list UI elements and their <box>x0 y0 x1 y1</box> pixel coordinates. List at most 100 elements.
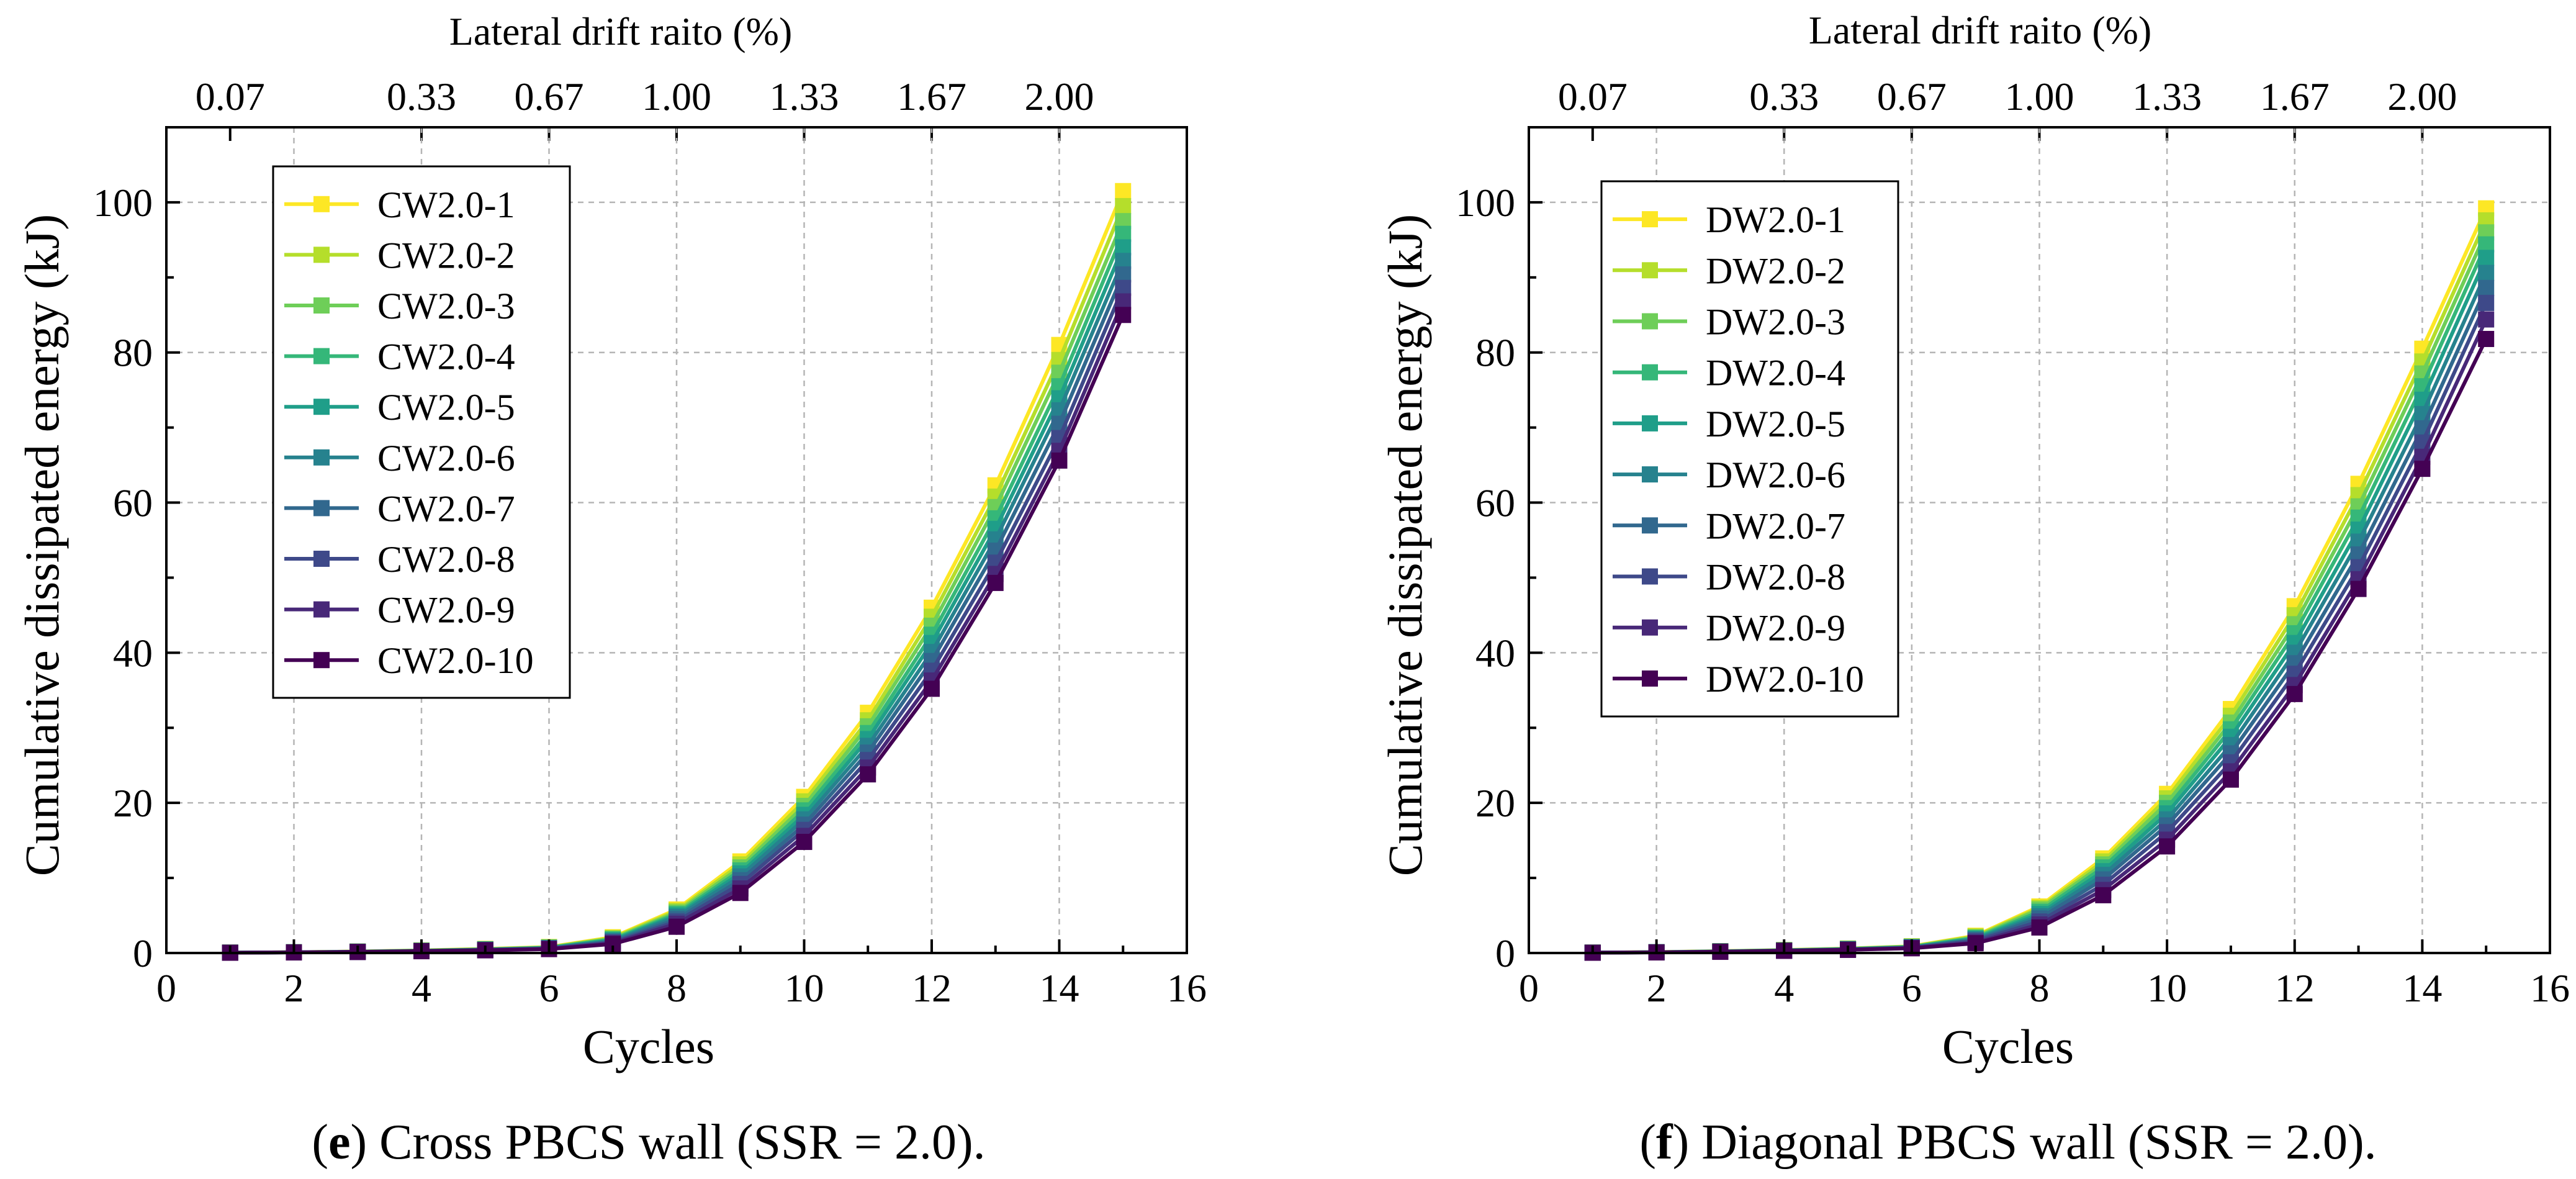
legend-label: CW2.0-3 <box>377 286 515 327</box>
legend-swatch-marker <box>1642 313 1658 330</box>
y-tick-label: 0 <box>133 931 153 975</box>
y-tick-label: 40 <box>113 631 153 675</box>
data-point <box>2478 236 2495 253</box>
legend-label: DW2.0-2 <box>1706 250 1845 291</box>
legend-item: DW2.0-8 <box>1613 557 1845 598</box>
legend-item: CW2.0-8 <box>284 539 515 580</box>
y-tick-label: 60 <box>113 481 153 525</box>
x-tick-label: 4 <box>1774 966 1794 1010</box>
top-tick-label: 1.67 <box>2260 75 2330 119</box>
legend-label: CW2.0-6 <box>377 438 515 479</box>
panel-caption: (f) Diagonal PBCS wall (SSR = 2.0). <box>1639 1115 2376 1170</box>
data-point <box>2478 279 2495 296</box>
legend-item: DW2.0-6 <box>1613 454 1845 495</box>
data-point <box>924 680 940 697</box>
x-tick-label: 0 <box>1519 966 1539 1010</box>
data-point <box>2159 838 2176 855</box>
x-axis-ticks: 0 2 4 6 8 10 12 14 16 <box>156 939 1207 1010</box>
data-point <box>1115 225 1132 242</box>
caption-close-paren: ) <box>351 1115 380 1170</box>
top-tick-label: 1.00 <box>642 75 711 119</box>
caption-open-paren: ( <box>312 1115 328 1170</box>
legend-item: CW2.0-6 <box>284 438 515 479</box>
y-tick-label: 0 <box>1495 931 1515 975</box>
legend-swatch-marker <box>1642 568 1658 585</box>
legend-swatch-marker <box>1642 517 1658 534</box>
data-point <box>860 766 876 783</box>
legend-label: CW2.0-5 <box>377 387 515 428</box>
top-axis-title: Lateral drift raito (%) <box>1809 8 2152 52</box>
x-tick-label: 0 <box>156 966 176 1010</box>
legend-swatch-marker <box>1642 211 1658 228</box>
data-point <box>2478 330 2495 347</box>
x-tick-label: 12 <box>912 966 952 1010</box>
legend-item: CW2.0-2 <box>284 235 515 276</box>
legend-swatch-marker <box>313 297 330 314</box>
data-point <box>1051 452 1068 469</box>
x-tick-label: 12 <box>2275 966 2315 1010</box>
x-axis-title: Cycles <box>583 1019 714 1073</box>
legend-label: DW2.0-5 <box>1706 404 1845 445</box>
caption-text: Diagonal PBCS wall (SSR = 2.0). <box>1701 1115 2376 1170</box>
legend-item: DW2.0-2 <box>1613 250 1845 291</box>
caption-open-paren: ( <box>1639 1115 1656 1170</box>
x-tick-label: 16 <box>1167 966 1207 1010</box>
data-point <box>2222 771 2239 788</box>
top-tick-label: 0.07 <box>1558 75 1628 119</box>
legend-item: CW2.0-7 <box>284 488 515 529</box>
top-tick-label: 2.00 <box>1025 75 1094 119</box>
data-point <box>1115 183 1132 199</box>
data-point <box>1115 293 1132 310</box>
legend-item: DW2.0-9 <box>1613 608 1845 649</box>
data-point <box>2478 311 2495 328</box>
top-tick-label: 0.67 <box>515 75 584 119</box>
panel-diagonal-pbcs-wall: Lateral drift raito (%) 0.07 0.33 0.67 1.00… <box>1378 8 2570 1170</box>
caption-close-paren: ) <box>1673 1115 1702 1170</box>
data-point <box>1115 253 1132 269</box>
legend-item: DW2.0-5 <box>1613 404 1845 445</box>
y-tick-label: 100 <box>1456 181 1515 225</box>
data-point <box>732 885 749 901</box>
caption-text: Cross PBCS wall (SSR = 2.0). <box>379 1115 985 1170</box>
legend-swatch-marker <box>1642 262 1658 279</box>
x-tick-label: 10 <box>785 966 824 1010</box>
legend-item: CW2.0-3 <box>284 286 515 327</box>
legend-swatch-marker <box>313 601 330 618</box>
legend-swatch-marker <box>1642 415 1658 431</box>
legend-label: DW2.0-1 <box>1706 199 1845 240</box>
legend-label: DW2.0-8 <box>1706 557 1845 598</box>
data-point <box>2478 264 2495 281</box>
legend-swatch-marker <box>313 348 330 364</box>
legend-label: DW2.0-6 <box>1706 454 1845 495</box>
y-tick-label: 60 <box>1475 481 1515 525</box>
y-tick-label: 80 <box>113 331 153 375</box>
y-axis-ticks: 0 20 40 60 80 100 <box>1456 181 1542 975</box>
legend: DW2.0-1 DW2.0-2 DW2.0-3 DW2.0-4 DW2.0-5 DW2.0… <box>1600 180 1899 718</box>
legend-item: CW2.0-10 <box>284 640 534 681</box>
top-axis-ticks: 0.07 0.33 0.67 1.00 1.33 1.67 2.00 <box>1558 75 2457 141</box>
x-tick-label: 16 <box>2530 966 2570 1010</box>
legend-item: CW2.0-1 <box>284 184 515 225</box>
top-tick-label: 1.67 <box>897 75 966 119</box>
legend-item: DW2.0-10 <box>1613 659 1864 700</box>
legend-swatch-marker <box>313 399 330 415</box>
legend-item: DW2.0-3 <box>1613 302 1845 343</box>
series-lines <box>222 183 1132 961</box>
panel-caption: (e) Cross PBCS wall (SSR = 2.0). <box>312 1115 985 1170</box>
data-point <box>1115 279 1132 296</box>
top-tick-label: 1.33 <box>770 75 839 119</box>
legend-swatch-marker <box>1642 670 1658 687</box>
legend-label: CW2.0-7 <box>377 488 515 529</box>
legend-swatch-marker <box>1642 619 1658 636</box>
legend-item: CW2.0-5 <box>284 387 515 428</box>
top-tick-label: 2.00 <box>2387 75 2457 119</box>
legend-label: DW2.0-9 <box>1706 608 1845 649</box>
legend-item: DW2.0-4 <box>1613 353 1845 394</box>
legend-swatch-marker <box>313 449 330 466</box>
legend: CW2.0-1 CW2.0-2 CW2.0-3 CW2.0-4 CW2.0-5 CW2.0… <box>272 165 571 699</box>
x-tick-label: 6 <box>1902 966 1922 1010</box>
panel-letter: f <box>1656 1115 1673 1170</box>
legend-swatch-marker <box>313 551 330 567</box>
top-axis-ticks: 0.07 0.33 0.67 1.00 1.33 1.67 2.00 <box>196 75 1094 141</box>
